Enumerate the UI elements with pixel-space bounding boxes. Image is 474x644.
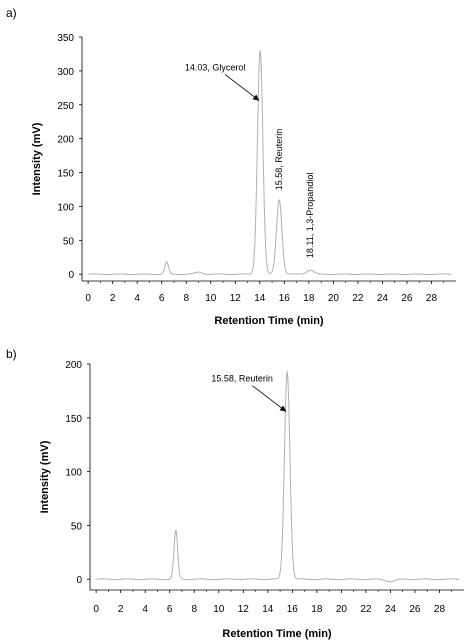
- signal-trace: [96, 370, 460, 583]
- y-tick-label: 100: [57, 202, 74, 213]
- panel-label-a: a): [6, 6, 17, 20]
- x-tick-label: 18: [311, 604, 323, 615]
- y-tick-label: 350: [57, 33, 74, 44]
- y-tick-label: 200: [65, 360, 82, 371]
- x-tick-label: 0: [93, 604, 99, 615]
- annotation-arrow: [224, 74, 260, 101]
- y-tick-label: 250: [57, 101, 74, 112]
- x-tick-label: 20: [336, 604, 348, 615]
- x-tick-label: 28: [426, 293, 438, 304]
- peak-annotation: 15.58, Reuterin: [274, 129, 284, 191]
- y-tick-label: 0: [76, 575, 82, 586]
- y-axis-title: Intensity (mV): [31, 122, 43, 195]
- x-tick-label: 12: [238, 604, 250, 615]
- peak-annotation: 15.58, Reuterin: [211, 374, 273, 384]
- x-tick-label: 14: [254, 293, 266, 304]
- x-tick-label: 10: [213, 604, 225, 615]
- x-tick-label: 2: [118, 604, 124, 615]
- x-tick-label: 8: [191, 604, 197, 615]
- x-tick-label: 28: [434, 604, 446, 615]
- y-tick-label: 200: [57, 135, 74, 146]
- x-axis-title: Retention Time (min): [214, 315, 324, 327]
- x-tick-label: 14: [262, 604, 274, 615]
- y-tick-label: 150: [57, 169, 74, 180]
- x-axis-title: Retention Time (min): [222, 628, 332, 640]
- peak-annotation: 14.03, Glycerol: [185, 63, 246, 73]
- x-tick-label: 0: [85, 293, 91, 304]
- y-tick-label: 0: [68, 270, 74, 281]
- y-axis-title: Intensity (mV): [39, 440, 51, 513]
- annotation-arrowhead: [252, 94, 260, 101]
- panel-label-b: b): [6, 347, 17, 361]
- x-tick-label: 4: [134, 293, 140, 304]
- x-tick-label: 22: [360, 604, 372, 615]
- x-tick-label: 10: [205, 293, 217, 304]
- y-tick-label: 100: [65, 468, 82, 479]
- y-tick-label: 300: [57, 67, 74, 78]
- x-tick-label: 8: [183, 293, 189, 304]
- annotation-arrowhead: [279, 405, 287, 412]
- x-tick-label: 26: [401, 293, 413, 304]
- x-tick-label: 16: [287, 604, 299, 615]
- y-tick-label: 50: [63, 236, 75, 247]
- peak-annotation: 18.11, 1,3-Propandiol: [305, 173, 315, 258]
- x-tick-label: 16: [279, 293, 291, 304]
- x-tick-label: 12: [230, 293, 242, 304]
- x-tick-label: 20: [328, 293, 340, 304]
- x-tick-label: 26: [409, 604, 421, 615]
- annotation-arrow: [251, 385, 287, 412]
- x-tick-label: 6: [167, 604, 173, 615]
- y-tick-label: 50: [71, 521, 83, 532]
- x-tick-label: 24: [377, 293, 389, 304]
- x-tick-label: 22: [352, 293, 364, 304]
- x-tick-label: 24: [385, 604, 397, 615]
- x-tick-label: 4: [142, 604, 148, 615]
- y-tick-label: 150: [65, 414, 82, 425]
- x-tick-label: 18: [303, 293, 315, 304]
- x-tick-label: 6: [159, 293, 165, 304]
- x-tick-label: 2: [110, 293, 116, 304]
- signal-trace: [88, 50, 452, 275]
